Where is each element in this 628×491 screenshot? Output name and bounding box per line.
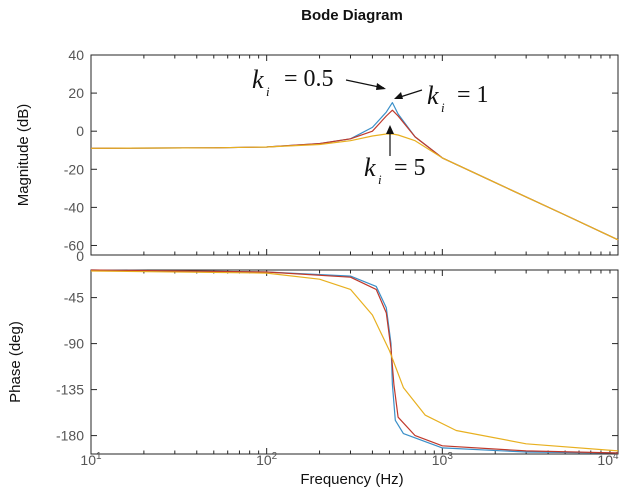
annotation-i-subscript: i (441, 100, 445, 115)
phase-axes (90, 269, 619, 455)
phase-y-tick-label: -135 (56, 382, 84, 398)
chart-title: Bode Diagram (301, 7, 403, 24)
annotation-k-symbol: k (364, 153, 376, 182)
annotation-i-subscript: i (266, 84, 270, 99)
arrowhead-ki-5 (386, 125, 394, 134)
arrowhead-ki-0-5 (376, 83, 386, 90)
arrowhead-ki-1 (394, 92, 403, 99)
frequency-tick-label: 102 (256, 451, 278, 468)
magnitude-y-tick-label: 20 (68, 85, 84, 101)
annotation-value: = 1 (457, 82, 489, 108)
annotation-k-symbol: k (252, 65, 264, 94)
frequency-tick-label: 101 (80, 451, 102, 468)
annotation-value: = 0.5 (284, 66, 334, 92)
magnitude-axes (90, 54, 619, 256)
phase-series-line-2 (90, 269, 619, 454)
magnitude-y-tick-label: 40 (68, 47, 84, 63)
frequency-tick-label: 103 (432, 451, 454, 468)
magnitude-axis-label: Magnitude (dB) (15, 104, 32, 207)
frequency-tick-label: 104 (597, 451, 619, 468)
annotation-k-symbol: k (427, 81, 439, 110)
magnitude-y-tick-label: 0 (76, 123, 84, 139)
magnitude-y-tick-label: -40 (64, 199, 84, 215)
annotation-ki-0-5: k i = 0.5 (252, 65, 334, 99)
magnitude-y-tick-label: -60 (64, 237, 84, 253)
annotation-ki-5: k i = 5 (364, 153, 426, 187)
magnitude-y-tick-label: -20 (64, 161, 84, 177)
phase-y-tick-label: -45 (64, 290, 84, 306)
phase-y-tick-label: -90 (64, 336, 84, 352)
magnitude-extra-tick-label: 0 (76, 248, 84, 264)
phase-series-line-3 (90, 270, 619, 452)
annotation-value: = 5 (394, 155, 426, 181)
phase-axis-label: Phase (deg) (7, 321, 24, 403)
annotation-arrows (345, 79, 423, 156)
annotation-ki-1: k i = 1 (427, 81, 489, 115)
frequency-axis-label: Frequency (Hz) (300, 471, 403, 488)
annotation-i-subscript: i (378, 172, 382, 187)
phase-y-tick-label: -180 (56, 428, 84, 444)
